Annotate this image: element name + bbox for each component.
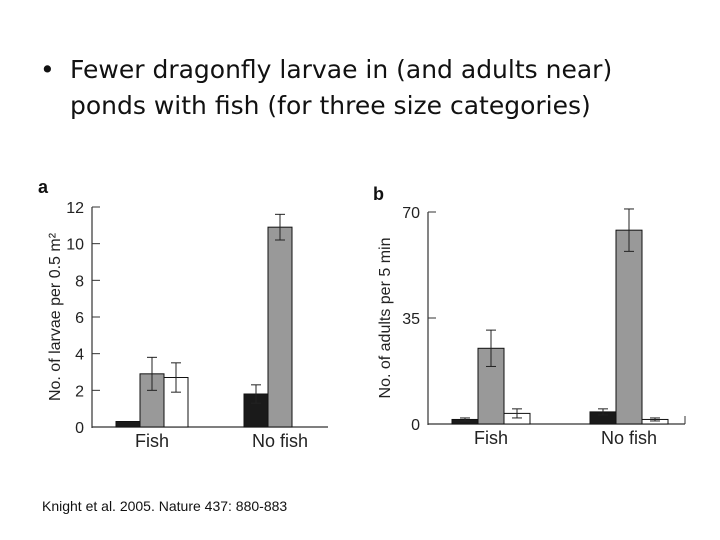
category-label: Fish [135, 431, 169, 451]
chart-panel-b: b 0 35 70 No. of adults per 5 min Fish No fish [373, 184, 686, 448]
citation: Knight et al. 2005. Nature 437: 880-883 [42, 498, 288, 514]
bar-medium [615, 229, 643, 425]
bullet-symbol: • [40, 55, 55, 84]
y-tick-label: 8 [75, 273, 84, 290]
panel-letter: b [373, 184, 384, 204]
panel-letter: a [38, 177, 49, 197]
y-tick-label: 35 [402, 311, 420, 328]
y-tick-label: 0 [411, 417, 420, 434]
category-label: Fish [474, 428, 508, 448]
y-tick-label: 6 [75, 310, 84, 327]
y-tick-label: 10 [66, 237, 84, 254]
y-tick-label: 0 [75, 420, 84, 437]
y-tick-label: 12 [66, 200, 84, 217]
category-label: No fish [601, 428, 657, 448]
y-axis-title: No. of adults per 5 min [377, 238, 394, 399]
bar-small [115, 421, 141, 428]
bar-medium [267, 226, 293, 428]
y-tick-label: 4 [75, 347, 84, 364]
y-tick-label: 2 [75, 383, 84, 400]
slide-bullet-text: Fewer dragonfly larvae in (and adults ne… [70, 55, 613, 120]
y-axis-title: No. of larvae per 0.5 m² [47, 232, 64, 401]
y-tick-label: 70 [402, 205, 420, 222]
category-label: No fish [252, 431, 308, 451]
